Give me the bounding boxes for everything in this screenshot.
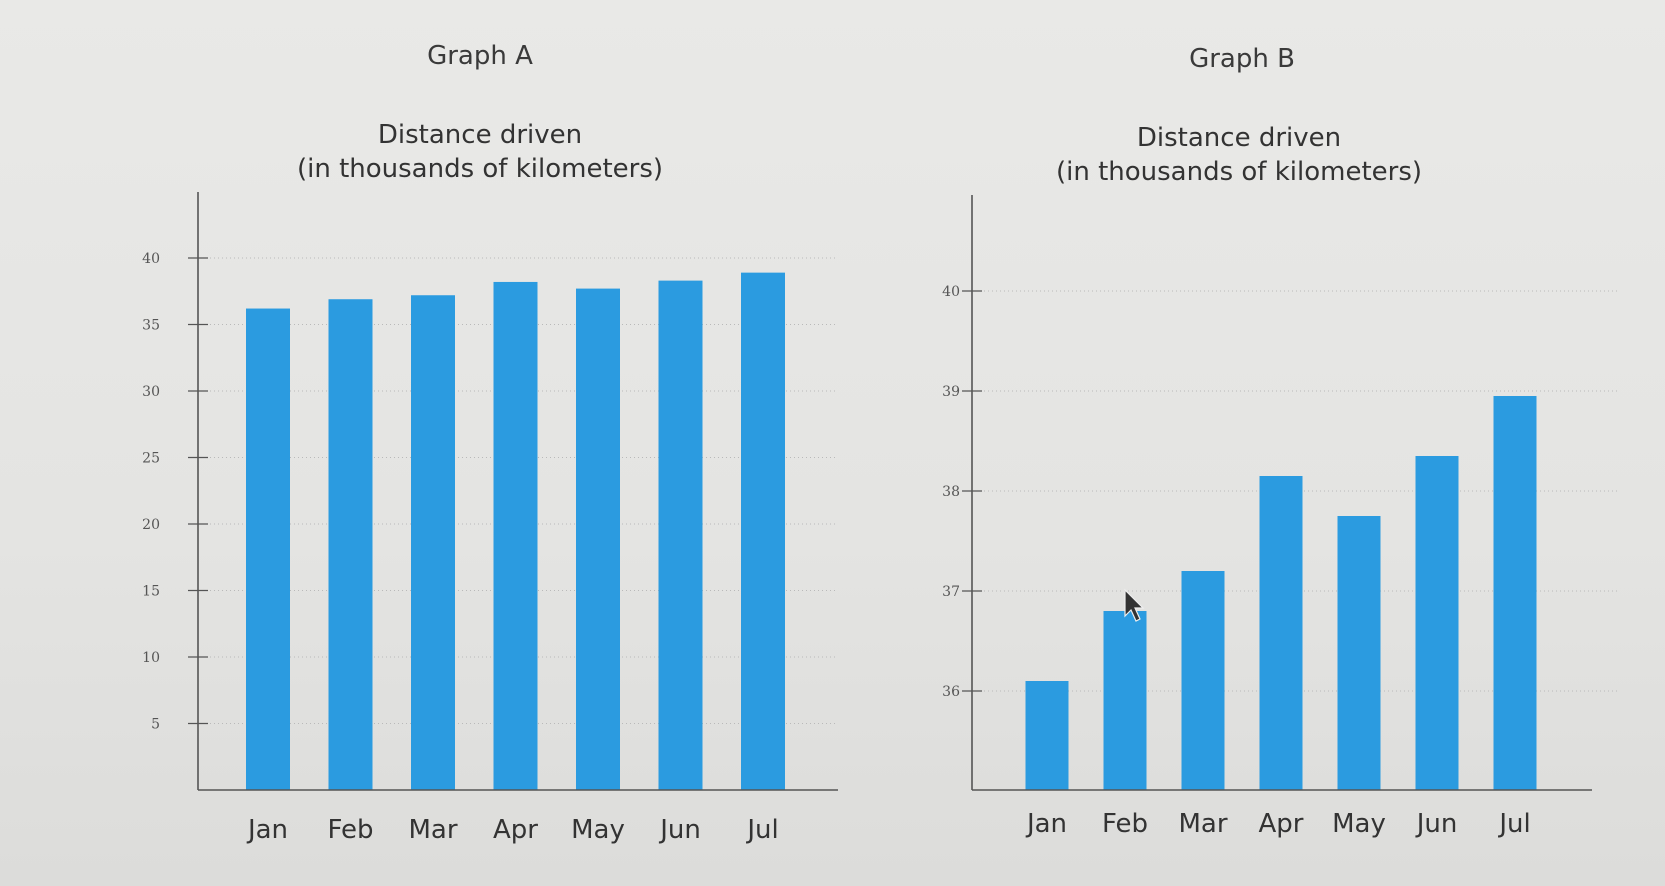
graph-a-bar-feb bbox=[328, 299, 373, 790]
graph-b-bar-jul bbox=[1493, 396, 1537, 790]
graph-a-xtick-label: Mar bbox=[408, 815, 457, 845]
graph-b-ytick-label: 39 bbox=[942, 384, 960, 400]
graph-b-bar-jun bbox=[1415, 456, 1459, 790]
graph-a-ytick-label: 35 bbox=[142, 318, 160, 334]
graph-b-ytick-label: 38 bbox=[942, 484, 960, 500]
graph-a-subtitle-line1: Distance driven bbox=[378, 120, 582, 150]
graph-a-ytick-label: 5 bbox=[151, 717, 160, 733]
graph-b-xtick-label: Jan bbox=[1025, 809, 1067, 839]
graph-a-bar-mar bbox=[411, 295, 455, 790]
graph-b-subtitle-line2: (in thousands of kilometers) bbox=[1056, 157, 1422, 187]
graph-a-xtick-label: Feb bbox=[327, 815, 373, 845]
graph-b-title: Graph B bbox=[1189, 44, 1295, 74]
graph-b-ytick-label: 37 bbox=[942, 584, 960, 600]
graph-a-ytick-label: 10 bbox=[142, 650, 160, 666]
graph-a-xtick-label: Jan bbox=[246, 815, 288, 845]
graph-b-ytick-label: 40 bbox=[942, 284, 960, 300]
graph-a-xtick-label: Jun bbox=[658, 815, 701, 845]
graph-b-xtick-label: Feb bbox=[1102, 809, 1148, 839]
graph-b-bar-apr bbox=[1259, 476, 1303, 790]
graph-a-bar-jul bbox=[741, 272, 785, 790]
graph-b-bar-feb bbox=[1103, 611, 1147, 790]
graph-a-ytick-label: 40 bbox=[142, 251, 160, 267]
graph-a-subtitle-line2: (in thousands of kilometers) bbox=[297, 154, 663, 184]
graph-b-xtick-label: May bbox=[1332, 809, 1386, 839]
graph-a-xtick-label: May bbox=[571, 815, 625, 845]
graph-a-ytick-label: 15 bbox=[142, 584, 160, 600]
graph-b-bar-mar bbox=[1181, 571, 1225, 790]
graph-b-bar-jan bbox=[1025, 681, 1069, 790]
graph-a-bar-apr bbox=[493, 281, 538, 790]
mouse-cursor-icon bbox=[1124, 588, 1145, 622]
graph-b-subtitle-line1: Distance driven bbox=[1137, 123, 1341, 153]
graph-a: Graph A Distance driven (in thousands of… bbox=[142, 41, 838, 845]
graph-a-xtick-label: Jul bbox=[745, 815, 778, 845]
graph-b-xtick-label: Jul bbox=[1497, 809, 1530, 839]
graph-a-bar-jun bbox=[658, 280, 703, 790]
graph-a-bar-jan bbox=[246, 308, 290, 790]
graph-a-ytick-label: 20 bbox=[142, 517, 160, 533]
graph-b-xtick-label: Jun bbox=[1415, 809, 1458, 839]
graph-b-xtick-label: Mar bbox=[1178, 809, 1227, 839]
graph-b: Graph B Distance driven (in thousands of… bbox=[942, 44, 1620, 839]
graph-b-xtick-label: Apr bbox=[1259, 809, 1304, 839]
graph-a-ytick-label: 30 bbox=[142, 384, 160, 400]
graph-a-bar-may bbox=[576, 288, 620, 790]
graph-b-ytick-label: 36 bbox=[942, 684, 960, 700]
graph-b-bar-may bbox=[1337, 516, 1381, 790]
graph-a-title: Graph A bbox=[427, 41, 533, 71]
graph-a-ytick-label: 25 bbox=[142, 451, 160, 467]
graph-a-xtick-label: Apr bbox=[493, 815, 538, 845]
